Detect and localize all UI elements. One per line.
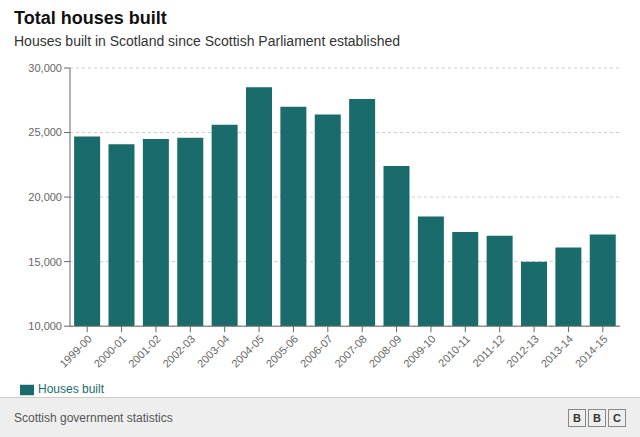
svg-text:2005-06: 2005-06 [263, 333, 300, 370]
svg-text:2010-11: 2010-11 [436, 333, 472, 369]
svg-text:15,000: 15,000 [28, 256, 62, 268]
html-text:B: B [573, 411, 581, 424]
svg-text:1999-00: 1999-00 [57, 333, 94, 370]
svg-text:2012-13: 2012-13 [504, 333, 541, 370]
svg-text:2001-02: 2001-02 [126, 333, 163, 370]
html-text:Scottish government statistics: Scottish government statistics [14, 410, 173, 425]
svg-text:2007-08: 2007-08 [332, 333, 369, 370]
svg-text:2014-15: 2014-15 [573, 333, 610, 370]
html-text:B: B [593, 411, 601, 424]
svg-text:2002-03: 2002-03 [160, 333, 197, 370]
html-text:Total houses built: Total houses built [14, 8, 167, 28]
html-text:Houses built in Scotland since: Houses built in Scotland since Scottish … [14, 33, 400, 49]
svg-text:2008-09: 2008-09 [366, 333, 403, 370]
svg-text:10,000: 10,000 [28, 320, 62, 332]
svg-text:2004-05: 2004-05 [229, 333, 266, 370]
svg-text:2003-04: 2003-04 [195, 333, 232, 370]
svg-text:2011-12: 2011-12 [470, 333, 506, 369]
svg-text:30,000: 30,000 [28, 62, 62, 74]
svg-text:25,000: 25,000 [28, 126, 62, 138]
svg-text:2013-14: 2013-14 [538, 333, 575, 370]
html-text:Houses built: Houses built [38, 382, 104, 397]
svg-text:2006-07: 2006-07 [298, 333, 335, 370]
svg-text:20,000: 20,000 [28, 191, 62, 203]
svg-text:2000-01: 2000-01 [91, 333, 128, 370]
svg-text:2009-10: 2009-10 [401, 333, 438, 370]
html-text:C: C [613, 411, 621, 424]
